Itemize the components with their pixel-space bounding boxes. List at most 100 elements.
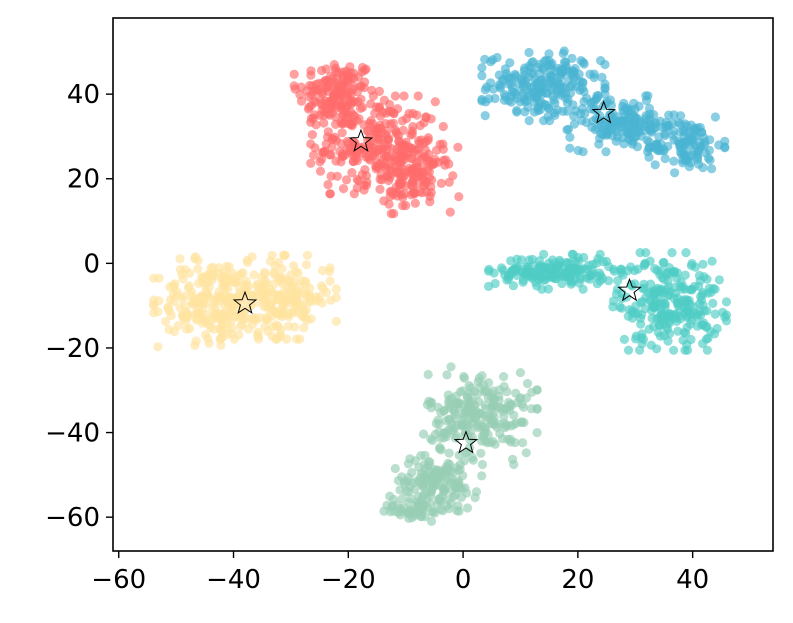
scatter-point [676,277,686,287]
scatter-point [346,100,356,110]
scatter-point [262,312,272,322]
scatter-point [623,106,633,116]
scatter-point [453,142,463,152]
scatter-point [677,284,687,294]
y-tick-label: −60 [45,503,100,533]
scatter-point [476,448,486,458]
scatter-point [567,249,577,259]
scatter-point [563,258,573,268]
scatter-point [386,209,396,219]
scatter-point [188,300,198,310]
scatter-point [260,269,270,279]
scatter-point [641,114,651,124]
scatter-point [608,296,619,306]
scatter-point [395,176,405,186]
scatter-point [239,314,249,324]
scatter-point [679,295,689,305]
scatter-point [424,172,434,182]
scatter-point [436,496,446,506]
scatter-point [640,259,650,269]
scatter-point [375,111,386,121]
centroid-star-marker [453,430,479,454]
scatter-point [363,150,374,161]
scatter-point [481,411,491,422]
scatter-point [641,96,652,106]
scatter-point [397,494,407,504]
scatter-point [337,128,347,138]
scatter-point [619,334,630,344]
scatter-point [514,78,524,88]
scatter-point [467,453,477,463]
scatter-point [569,73,579,83]
scatter-point [522,378,533,389]
scatter-point [395,504,405,514]
scatter-point [470,400,480,410]
scatter-point [499,372,509,382]
scatter-point [620,127,630,137]
scatter-point [486,57,496,67]
scatter-point [538,275,549,285]
y-tick-label: 20 [67,165,100,195]
scatter-point [413,91,423,101]
scatter-point [383,160,394,171]
scatter-point [392,104,403,114]
scatter-point [504,401,514,411]
scatter-point [253,327,263,337]
scatter-point [450,414,460,424]
scatter-point [669,156,679,166]
scatter-point [506,91,517,101]
scatter-point [494,402,504,412]
scatter-point [302,250,313,260]
x-tick-label: 40 [676,565,709,595]
x-axis: −60 −40 −20 0 20 40 [91,551,709,595]
scatter-point [507,454,518,464]
scatter-point [260,276,270,286]
scatter-point [409,188,419,198]
scatter-point [430,97,440,107]
scatter-point [169,296,179,307]
scatter-point [390,91,400,101]
scatter-point [702,322,712,332]
scatter-point [463,392,473,402]
scatter-point [212,294,222,304]
scatter-point [519,66,529,76]
scatter-point [644,144,654,154]
scatter-point [680,119,690,129]
scatter-point [324,266,335,277]
scatter-point [596,129,606,139]
scatter-point [577,83,588,93]
scatter-point [426,114,436,124]
scatter-point [706,287,716,297]
scatter-point [426,403,436,413]
scatter-point [431,145,442,155]
scatter-point [306,113,316,124]
scatter-point [218,281,228,291]
scatter-point [408,109,418,119]
scatter-point [565,143,575,153]
scatter-point [306,66,316,76]
scatter-point [388,118,398,128]
scatter-point [384,199,394,209]
x-tick-label: −20 [321,565,376,595]
scatter-point [330,63,341,73]
scatter-point [605,110,615,120]
scatter-point [579,252,589,263]
scatter-point [191,336,201,346]
scatter-point [306,139,316,149]
scatter-point [384,152,394,162]
scatter-point [270,307,280,317]
scatter-point [669,345,679,355]
scatter-point [708,298,718,308]
scatter-point [330,87,340,97]
x-tick-label: 0 [455,565,472,595]
scatter-point [418,501,428,511]
scatter-point [423,369,433,380]
scatter-point [619,98,629,108]
scatter-point [210,303,220,313]
scatter-point [446,362,456,372]
scatter-point [452,478,462,488]
scatter-point [707,164,717,174]
scatter-point [292,307,302,317]
scatter-point [269,279,279,289]
scatter-point [699,140,710,150]
